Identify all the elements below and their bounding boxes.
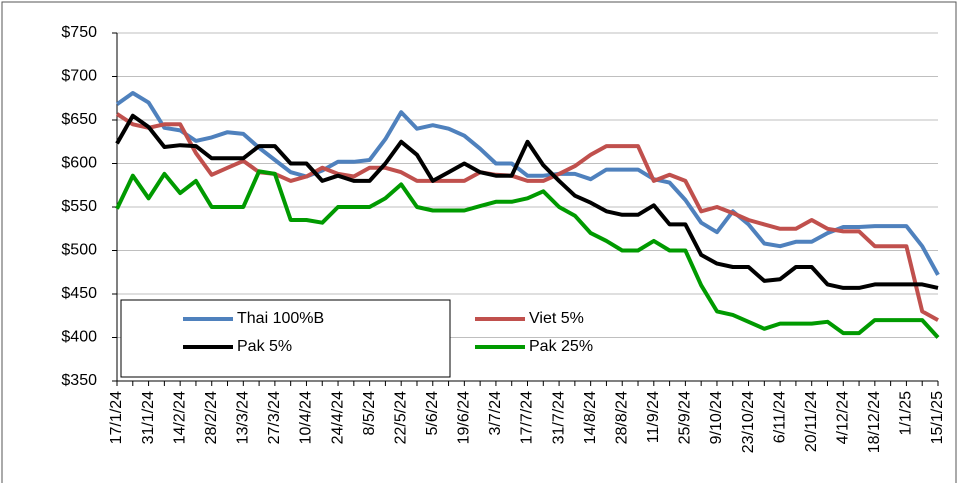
x-tick-label: 23/10/24 (740, 391, 757, 453)
series-line (115, 112, 939, 322)
x-tick-label: 3/7/24 (487, 391, 504, 436)
x-tick-label: 22/5/24 (392, 391, 409, 444)
series-line (115, 113, 939, 290)
x-tick-label: 6/11/24 (771, 391, 788, 443)
y-tick-label: $550 (61, 198, 97, 215)
legend-label: Viet 5% (529, 310, 584, 327)
x-tick-label: 8/5/24 (361, 391, 378, 436)
x-tick-label: 1/1/25 (898, 391, 915, 436)
x-tick-label: 18/12/24 (866, 391, 883, 453)
x-tick-label: 15/1/25 (929, 391, 946, 444)
x-tick-label: 17/7/24 (519, 391, 536, 444)
x-tick-label: 14/2/24 (171, 391, 188, 444)
x-tick-label: 5/6/24 (424, 391, 441, 436)
x-tick-label: 11/9/24 (645, 391, 662, 443)
x-tick-label: 17/1/24 (108, 391, 125, 444)
x-tick-label: 24/4/24 (329, 391, 346, 444)
x-tick-label: 27/3/24 (266, 391, 283, 444)
series-line (115, 91, 940, 276)
x-tick-label: 28/8/24 (613, 391, 630, 444)
y-tick-label: $400 (61, 329, 97, 346)
legend-label: Thai 100%B (237, 310, 324, 327)
y-tick-label: $600 (61, 155, 97, 172)
y-tick-label: $650 (61, 111, 97, 128)
x-tick-label: 19/6/24 (456, 391, 473, 444)
y-tick-label: $350 (61, 372, 97, 389)
series-line (115, 169, 940, 339)
x-tick-label: 10/4/24 (298, 391, 315, 444)
x-tick-label: 20/11/24 (803, 391, 820, 452)
legend-label: Pak 25% (529, 338, 593, 355)
x-tick-label: 4/12/24 (834, 391, 851, 444)
x-tick-label: 14/8/24 (582, 391, 599, 444)
x-tick-label: 31/1/24 (140, 391, 157, 444)
x-tick-label: 25/9/24 (677, 391, 694, 444)
x-tick-label: 31/7/24 (550, 391, 567, 444)
y-tick-label: $500 (61, 242, 97, 259)
x-tick-label: 28/2/24 (203, 391, 220, 444)
legend-label: Pak 5% (237, 338, 292, 355)
x-tick-label: 9/10/24 (708, 391, 725, 444)
x-tick-label: 13/3/24 (235, 391, 252, 444)
y-tick-label: $750 (61, 24, 97, 41)
legend-box (120, 299, 451, 378)
y-tick-label: $700 (61, 68, 97, 85)
y-tick-label: $450 (61, 285, 97, 302)
